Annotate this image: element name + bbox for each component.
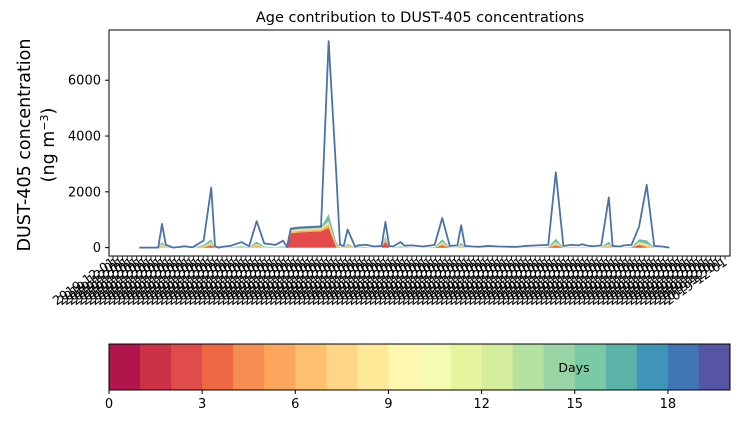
colorbar-tick-label: 3 [198, 397, 206, 412]
chart-title: Age contribution to DUST-405 concentrati… [256, 10, 584, 26]
colorbar-tick-label: 6 [291, 397, 299, 412]
y-tick-label: 4000 [68, 130, 101, 145]
colorbar [109, 344, 731, 390]
colorbar-cell [171, 344, 203, 390]
colorbar-cell [388, 344, 420, 390]
colorbar-cell [419, 344, 452, 390]
colorbar-cell [667, 344, 700, 390]
y-tick-label: 2000 [68, 185, 101, 200]
colorbar-cell [481, 344, 514, 390]
y-axis-unit-prefix: (ng m [39, 131, 59, 183]
x-axis-ticks: 2019-12-012019-12-012019-12-012019-12-01… [50, 254, 730, 308]
y-axis-unit: (ng m−3) [38, 108, 60, 183]
colorbar-cell [450, 344, 483, 390]
colorbar-tick-label: 18 [660, 397, 677, 412]
colorbar-cell [202, 344, 234, 390]
age-band-area [139, 224, 670, 248]
colorbar-cell [264, 344, 296, 390]
y-tick-label: 0 [93, 241, 101, 256]
colorbar-frame [108, 343, 731, 391]
colorbar-cell [357, 344, 389, 390]
colorbar-cell [326, 344, 358, 390]
colorbar-cell [295, 344, 327, 390]
age-band-area [139, 221, 670, 248]
y-axis-ticks: 0 2000 4000 6000 [68, 74, 109, 256]
y-axis-unit-suffix: ) [39, 108, 59, 115]
series-lines [139, 40, 670, 249]
colorbar-tick-label: 12 [473, 397, 490, 412]
colorbar-cell [140, 344, 172, 390]
age-band-areas [139, 214, 670, 248]
colorbar-cell [109, 344, 141, 390]
y-tick-label: 6000 [68, 74, 101, 89]
colorbar-tick-label: 0 [105, 397, 113, 412]
series-line [139, 40, 670, 249]
age-band-area [139, 214, 670, 248]
colorbar-label: Days [558, 360, 589, 375]
colorbar-cell [543, 344, 576, 390]
colorbar-tick-label: 15 [566, 397, 583, 412]
colorbar-cell [574, 344, 607, 390]
colorbar-cell [636, 344, 669, 390]
colorbar-cell [233, 344, 265, 390]
colorbar-ticks: 0 3 6 9 12 15 18 [105, 390, 676, 412]
colorbar-tick-label: 9 [384, 397, 392, 412]
y-axis-label: DUST-405 concentration [15, 39, 35, 252]
colorbar-cell [605, 344, 638, 390]
plot-frame [108, 29, 731, 257]
colorbar-cell [512, 344, 545, 390]
y-axis-unit-exponent: −3 [38, 114, 51, 130]
colorbar-cell [698, 344, 731, 390]
